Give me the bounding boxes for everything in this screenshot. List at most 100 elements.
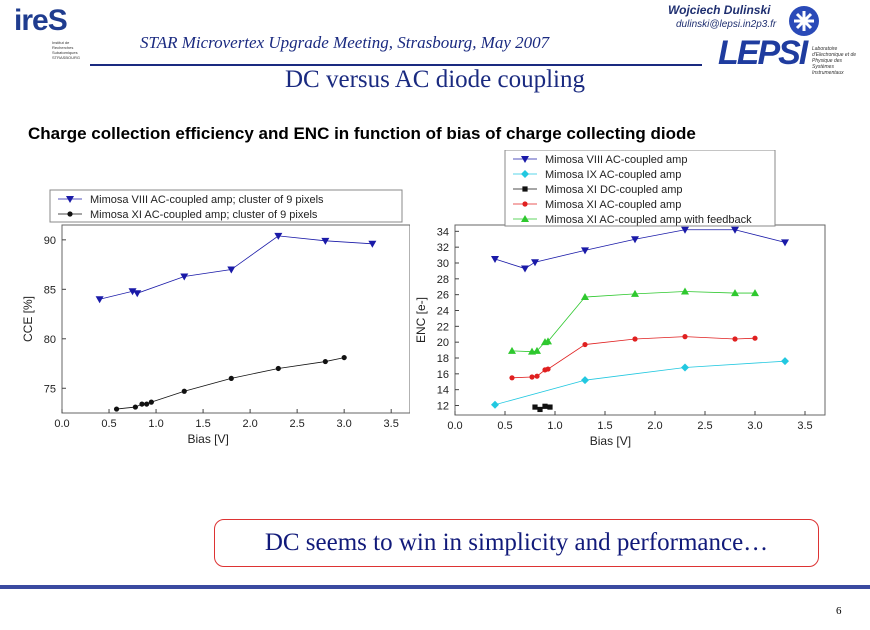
legend-marker: [521, 156, 529, 163]
legend-marker: [522, 201, 528, 207]
data-point: [322, 358, 328, 365]
legend-marker: [66, 196, 74, 203]
data-point: [632, 336, 638, 342]
data-point: [542, 403, 548, 409]
y-tick-label: 90: [44, 235, 56, 247]
data-point: [132, 404, 138, 410]
y-tick-label: 32: [437, 242, 449, 254]
data-point: [148, 399, 154, 405]
legend-label: Mimosa IX AC-coupled amp: [545, 169, 681, 181]
y-tick-label: 12: [437, 401, 449, 413]
legend-label: Mimosa XI AC-coupled amp; cluster of 9 p…: [90, 209, 318, 221]
x-tick-label: 3.0: [747, 420, 762, 432]
series-line: [116, 357, 345, 410]
y-axis-label: ENC [e-]: [414, 297, 428, 343]
slide-subtitle: Charge collection efficiency and ENC in …: [28, 124, 696, 143]
data-point: [128, 288, 137, 296]
author-name: Wojciech Dulinski: [668, 3, 771, 17]
data-point: [368, 240, 377, 248]
x-tick-label: 3.5: [797, 420, 812, 432]
data-point: [509, 375, 515, 381]
data-point: [681, 363, 689, 372]
series-line: [99, 235, 373, 300]
y-tick-label: 26: [437, 290, 449, 302]
y-axis-label: CCE [%]: [21, 296, 35, 342]
lepsi-logo: LEPSI: [718, 34, 808, 72]
data-point: [781, 357, 789, 366]
data-point: [751, 289, 759, 297]
data-point: [581, 293, 589, 301]
data-point: [95, 296, 104, 304]
y-tick-label: 16: [437, 369, 449, 381]
data-point: [781, 239, 789, 247]
x-tick-label: 1.0: [148, 418, 163, 430]
header-divider: [90, 64, 702, 66]
x-tick-label: 1.0: [547, 420, 562, 432]
slide-title: DC versus AC diode coupling: [285, 66, 585, 93]
series-line: [494, 229, 786, 269]
x-axis-label: Bias [V]: [187, 432, 228, 446]
enc-chart: 0.0 0.5 1.0 1.5 2.0 2.5 3.0 3.5 12 14 16 18 20 22 24 26…: [414, 150, 826, 448]
data-point: [139, 401, 145, 407]
data-point: [682, 334, 688, 340]
x-tick-label: 2.5: [697, 420, 712, 432]
x-tick-label: 1.5: [195, 418, 210, 430]
x-tick-label: 0.5: [101, 418, 116, 430]
x-axis-label: Bias [V]: [590, 434, 631, 448]
data-point: [228, 375, 234, 381]
data-point: [321, 237, 330, 245]
data-point: [531, 259, 539, 267]
conclusion-box: DC seems to win in simplicity and perfor…: [214, 519, 819, 567]
data-point: [544, 337, 552, 345]
y-tick-label: 20: [437, 337, 449, 349]
y-tick-label: 14: [437, 385, 449, 397]
x-tick-label: 3.5: [384, 418, 399, 430]
data-point: [681, 226, 689, 234]
x-tick-label: 0.5: [497, 420, 512, 432]
data-point: [731, 289, 739, 297]
y-tick-label: 28: [437, 274, 449, 286]
data-point: [547, 404, 553, 410]
legend-marker: [521, 215, 529, 222]
data-point: [133, 290, 142, 298]
data-point: [731, 226, 739, 234]
x-tick-label: 2.0: [242, 418, 257, 430]
y-tick-label: 85: [44, 284, 56, 296]
cce-chart: 0.0 0.5 1.0 1.5 2.0 2.5 3.0 3.5 75 80 85 90 Bias [V]…: [21, 189, 410, 446]
y-tick-label: 22: [437, 321, 449, 333]
data-point: [491, 256, 499, 264]
x-tick-label: 2.0: [647, 420, 662, 432]
legend-label: Mimosa VIII AC-coupled amp; cluster of 9…: [90, 194, 324, 206]
y-tick-label: 30: [437, 258, 449, 270]
series-line: [494, 360, 786, 406]
x-tick-label: 1.5: [597, 420, 612, 432]
ires-logo-subtitle: Institut de Recherches Subatomiques STRA…: [52, 40, 81, 60]
legend-label: Mimosa XI DC-coupled amp: [545, 184, 683, 196]
legend-marker: [522, 186, 528, 192]
legend-label: Mimosa XI AC-coupled amp with feedback: [545, 214, 752, 226]
plot-frame: [61, 224, 410, 414]
data-point: [581, 376, 589, 385]
legend-box: [504, 150, 776, 227]
data-point: [529, 374, 535, 380]
data-point: [681, 287, 689, 295]
data-point: [275, 365, 281, 372]
ires-logo: ireS: [14, 4, 68, 37]
data-point: [537, 406, 543, 413]
data-point: [227, 266, 236, 274]
legend-label: Mimosa VIII AC-coupled amp: [545, 154, 687, 166]
legend-label: Mimosa XI AC-coupled amp: [545, 199, 681, 211]
data-point: [180, 273, 189, 281]
data-point: [533, 346, 541, 354]
y-tick-label: 75: [44, 383, 56, 395]
data-point: [144, 401, 150, 407]
data-point: [545, 366, 551, 372]
x-tick-label: 0.0: [54, 418, 69, 430]
data-point: [631, 289, 639, 297]
legend-box: [49, 189, 403, 223]
data-point: [113, 406, 120, 412]
y-tick-label: 34: [437, 226, 449, 238]
legend-marker: [67, 211, 73, 217]
data-point: [631, 236, 639, 244]
legend-marker: [521, 170, 529, 178]
